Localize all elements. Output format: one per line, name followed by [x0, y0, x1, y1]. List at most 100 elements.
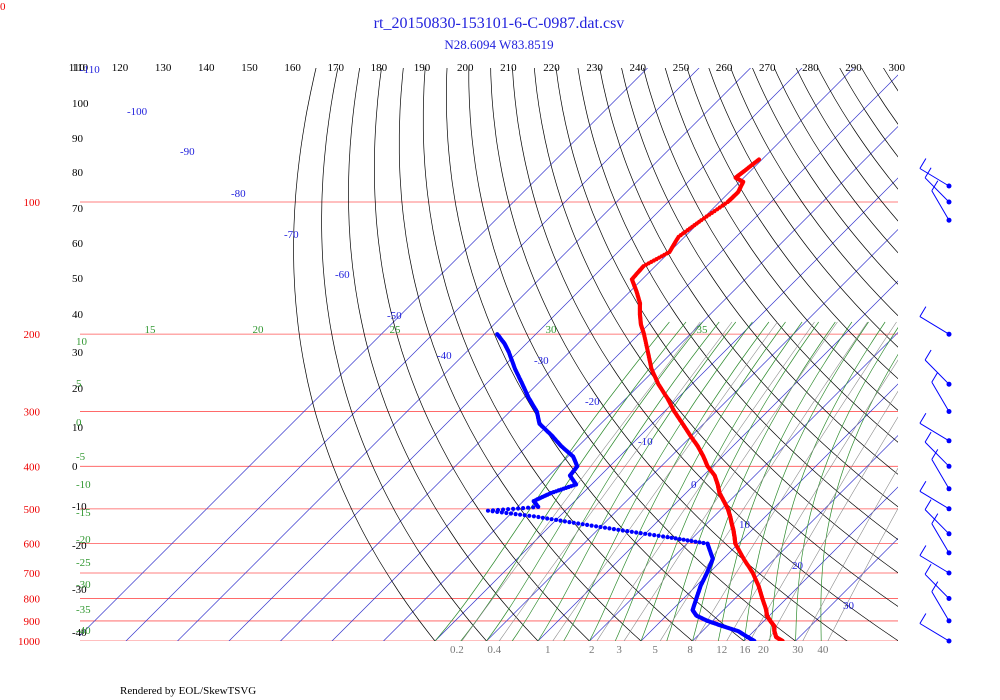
mixing-ratio-label-8: 8 — [687, 644, 693, 656]
isobar-label-500: 500 — [24, 504, 41, 516]
dewpoint-profile-point — [677, 537, 682, 542]
dewpoint-profile-point — [620, 528, 625, 533]
dry-adiabat-120 — [664, 68, 898, 411]
dewpoint-profile-point — [562, 519, 568, 524]
wind-barb-flag — [924, 167, 932, 179]
moist-top-label-30: 30 — [546, 324, 558, 336]
moist-top-label-35: 35 — [697, 324, 709, 336]
theta-left-label--10: -10 — [72, 501, 87, 513]
dewpoint-profile-point — [522, 513, 527, 518]
theta-label-210: 210 — [500, 62, 517, 74]
dry-adiabat--20 — [348, 68, 539, 641]
isotherm-label--10: -10 — [638, 436, 653, 448]
theta-label-140: 140 — [198, 62, 215, 74]
dewpoint-profile-point — [506, 507, 511, 512]
dewpoint-profile-point — [576, 521, 581, 526]
dry-adiabat-100 — [621, 68, 898, 475]
mixing-ratio-12 — [726, 359, 898, 641]
theta-left-label-50: 50 — [72, 273, 84, 285]
theta-label-110: 110 — [69, 62, 86, 74]
moist-left-label--15: -15 — [76, 507, 91, 519]
isotherm--10 — [589, 332, 898, 641]
wind-barb-flag — [919, 545, 927, 556]
isobar-label-1000: 1000 — [18, 636, 41, 648]
dewpoint-profile-point — [527, 513, 532, 518]
moist-adiabat--5 — [614, 321, 786, 641]
wind-barb-flag — [931, 581, 939, 592]
dewpoint-profile-point — [518, 512, 523, 517]
dewpoint-profile-point — [685, 538, 690, 543]
dewpoint-profile-point — [638, 531, 643, 536]
moist-adiabat--30 — [486, 321, 703, 641]
moist-adiabat-5 — [666, 321, 819, 641]
mixing-ratio-40 — [827, 507, 898, 641]
sounding-profiles — [485, 157, 785, 641]
dry-adiabat-20 — [446, 68, 745, 641]
wind-barb-staff — [924, 509, 950, 535]
isotherm--100 — [125, 68, 700, 641]
wind-barb-1000 — [919, 613, 952, 644]
chart-subtitle: N28.6094 W83.8519 — [444, 37, 553, 52]
mixing-ratio-label-3: 3 — [616, 644, 622, 656]
isobar-label-700: 700 — [24, 568, 41, 580]
dry-adiabat-260 — [967, 63, 1000, 645]
isotherm--80 — [228, 68, 803, 641]
wind-barb-staff — [924, 573, 950, 599]
moist-adiabat--40 — [434, 321, 670, 641]
theta-left-label-80: 80 — [72, 167, 84, 179]
dewpoint-profile-point — [689, 538, 694, 544]
theta-label-200: 200 — [457, 62, 474, 74]
dewpoint-profile-point — [701, 540, 706, 546]
moist-adiabat-0 — [640, 321, 803, 641]
dewpoint-profile-point — [602, 525, 608, 530]
dry-adiabat-190 — [817, 68, 898, 190]
dry-adiabat-220 — [883, 68, 898, 92]
theta-left-label-60: 60 — [72, 238, 84, 250]
wind-barb-flag — [931, 449, 939, 460]
theta-label-300: 300 — [888, 62, 905, 74]
dewpoint-profile-point — [531, 505, 536, 510]
dry-adiabat-110 — [643, 68, 898, 443]
isotherm-label--110: -110 — [80, 64, 100, 76]
dewpoint-profile-point — [554, 517, 559, 523]
isobar-label-200: 200 — [24, 329, 41, 341]
theta-label-130: 130 — [155, 62, 172, 74]
wind-barb-300 — [931, 371, 952, 414]
wind-barb-staff — [931, 381, 950, 412]
isotherm-label-10: 10 — [739, 519, 751, 531]
moist-adiabat-10 — [692, 321, 836, 641]
moist-adiabat--35 — [460, 321, 687, 641]
dewpoint-profile-point — [697, 540, 702, 545]
theta-left-label-30: 30 — [72, 347, 84, 359]
wind-barb-flag — [919, 158, 927, 169]
dewpoint-profile-point — [501, 507, 506, 512]
dewpoint-profile-point — [540, 515, 545, 520]
wind-barb-570 — [924, 499, 952, 537]
moist-left-label-5: 5 — [76, 378, 82, 390]
theta-left-label-0: 0 — [72, 461, 78, 473]
dry-adiabat-210 — [861, 68, 898, 125]
dry-adiabat-50 — [512, 68, 898, 641]
theta-left-label-100: 100 — [72, 98, 89, 110]
theta-left-label-40: 40 — [72, 309, 84, 321]
dry-adiabat--40 — [293, 68, 436, 641]
dewpoint-profile-point — [652, 533, 657, 538]
dewpoint-profile — [485, 332, 757, 641]
moist-left-label-0: 0 — [76, 417, 82, 429]
isobar-label-900: 900 — [24, 616, 41, 628]
wind-barbs — [919, 158, 952, 644]
dewpoint-profile-point — [705, 541, 710, 546]
wind-barb-800 — [924, 564, 952, 601]
dewpoint-profile-point — [693, 539, 698, 544]
footer-credit: Rendered by EOL/SkewTSVG — [120, 685, 256, 697]
theta-label-120: 120 — [112, 62, 129, 74]
mixing-ratio-20 — [768, 416, 898, 641]
moist-left-label--40: -40 — [76, 625, 91, 637]
theta-left-label-70: 70 — [72, 203, 84, 215]
isotherm-label-0: 0 — [691, 479, 697, 491]
moist-top-label-20: 20 — [253, 324, 265, 336]
dewpoint-profile-point — [589, 523, 594, 528]
dewpoint-profile-point — [616, 527, 621, 532]
wind-barb-flag — [919, 413, 927, 424]
